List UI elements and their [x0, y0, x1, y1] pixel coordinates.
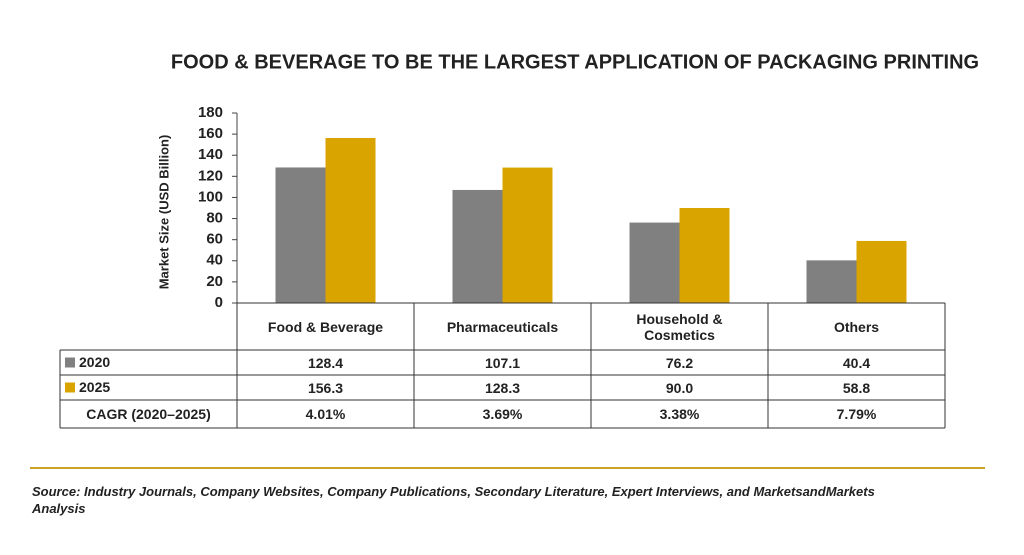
row-label: CAGR (2020–2025)	[86, 406, 211, 422]
bar	[275, 167, 326, 303]
y-tick-label: 20	[206, 273, 223, 290]
cagr-value: 4.01%	[305, 406, 346, 422]
category-label: Household & Cosmetics	[636, 310, 723, 343]
y-tick-label: 80	[206, 210, 223, 227]
y-tick-label: 140	[198, 146, 223, 163]
category-label: Others	[833, 318, 880, 335]
table-value: 58.8	[842, 379, 871, 396]
table-value: 40.4	[842, 354, 871, 371]
bar	[325, 138, 376, 303]
legend-swatch	[65, 382, 75, 393]
y-tick-label: 100	[198, 188, 223, 205]
table-value: 128.4	[307, 354, 344, 371]
table-value: 128.3	[484, 379, 521, 396]
legend-swatch	[65, 357, 75, 368]
y-tick-label: 160	[198, 125, 223, 142]
y-tick-label: 40	[206, 252, 223, 269]
bar	[679, 208, 730, 303]
bar	[502, 167, 553, 303]
y-tick-label: 180	[198, 104, 223, 121]
y-tick-label: 60	[206, 231, 223, 248]
category-label: Food & Beverage	[267, 318, 384, 335]
bar	[856, 240, 907, 303]
chart-title: FOOD & BEVERAGE TO BE THE LARGEST APPLIC…	[171, 51, 979, 73]
table-value: 76.2	[665, 354, 694, 371]
bar	[452, 189, 503, 303]
source-note: Source: Industry Journals, Company Websi…	[32, 484, 875, 516]
legend-label: 2025	[79, 379, 110, 395]
cagr-value: 3.69%	[482, 406, 523, 422]
y-tick-label: 120	[198, 167, 223, 184]
cagr-value: 7.79%	[836, 406, 877, 422]
y-axis-label: Market Size (USD Billion)	[156, 135, 171, 290]
y-tick-label: 0	[215, 294, 223, 311]
cagr-value: 3.38%	[659, 406, 700, 422]
bar	[629, 222, 680, 303]
table-value: 107.1	[484, 354, 521, 371]
table-value: 156.3	[307, 379, 344, 396]
table-value: 90.0	[665, 379, 694, 396]
bar	[806, 260, 857, 303]
category-label: Pharmaceuticals	[446, 318, 559, 335]
legend-label: 2020	[79, 354, 110, 370]
